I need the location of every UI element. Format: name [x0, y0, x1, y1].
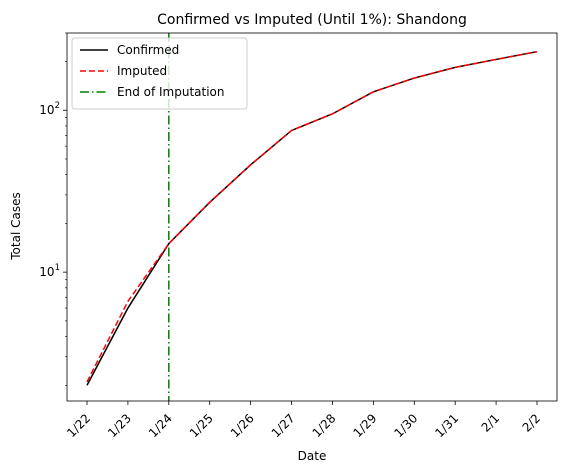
- plot-frame: [66, 32, 558, 402]
- y-tick-label: 102: [39, 101, 60, 117]
- chart-title: Confirmed vs Imputed (Until 1%): Shandon…: [157, 12, 467, 28]
- x-tick-label: 1/29: [351, 411, 380, 440]
- x-axis-label: Date: [298, 449, 327, 463]
- x-tick-label: 1/30: [391, 411, 420, 440]
- y-axis: 101 102: [39, 32, 67, 386]
- legend-label: Imputed: [117, 64, 167, 78]
- y-axis-label: Total Cases: [9, 192, 23, 260]
- x-tick-label: 2/1: [479, 411, 503, 435]
- legend-box: [71, 37, 248, 110]
- legend-label: End of Imputation: [117, 85, 225, 99]
- plot-area: [86, 33, 538, 401]
- x-axis: 1/22 1/23 1/24 1/25 1/26 1/27 1/28 1/29 1/30 1/31…: [64, 401, 543, 440]
- x-tick-label: 1/31: [432, 411, 461, 440]
- series-line-imputed: [86, 50, 538, 383]
- x-tick-label: 1/28: [310, 411, 339, 440]
- x-tick-label: 2/2: [520, 411, 544, 435]
- legend: Confirmed Imputed End of Imputation: [71, 37, 248, 110]
- x-tick-label: 1/25: [187, 411, 216, 440]
- x-tick-label: 1/22: [64, 411, 93, 440]
- y-tick-label: 101: [39, 263, 60, 279]
- legend-label: Confirmed: [117, 43, 179, 57]
- x-tick-label: 1/24: [146, 411, 175, 440]
- x-tick-label: 1/27: [269, 411, 298, 440]
- x-tick-label: 1/23: [105, 411, 134, 440]
- x-tick-label: 1/26: [228, 411, 257, 440]
